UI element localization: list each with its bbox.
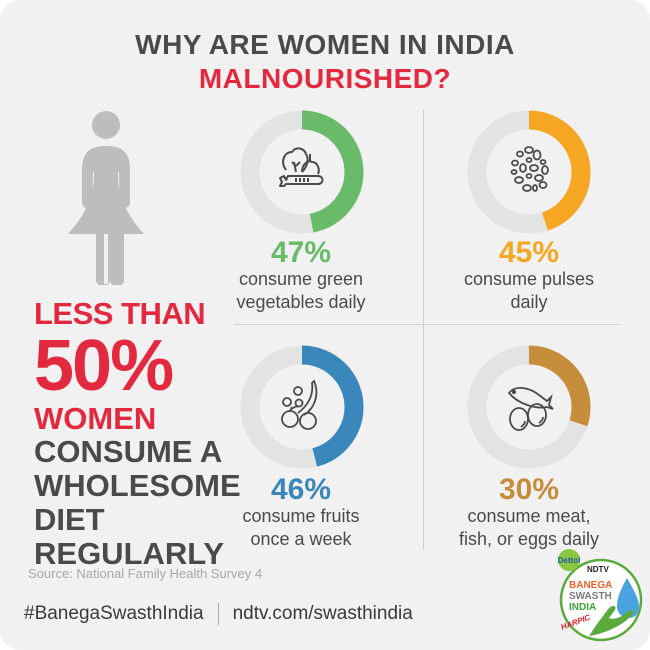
- lead-line-6: DIET: [34, 502, 105, 537]
- woman-figure-icon: [68, 111, 144, 285]
- website-link[interactable]: ndtv.com/swasthindia: [232, 603, 413, 625]
- donut-ring-pulses: [467, 110, 591, 234]
- stat-desc-line-2: fish, or eggs daily: [458, 529, 600, 549]
- source-note: Source: National Family Health Survey 4: [28, 566, 263, 581]
- stat-desc-line-1: consume green: [238, 269, 364, 289]
- lead-line-3: WOMEN: [34, 401, 157, 436]
- stat-value: 47%: [270, 236, 332, 269]
- stat-value: 46%: [270, 473, 332, 506]
- footer-separator: [217, 603, 219, 625]
- stat-value: 45%: [498, 236, 560, 269]
- lead-line-5: WHOLESOME: [34, 468, 241, 503]
- donut-ring-vegetables: [240, 110, 364, 234]
- fruits-icon: [281, 379, 318, 430]
- grid-divider-horizontal: [234, 324, 620, 325]
- title-line-2: MALNOURISHED?: [198, 63, 452, 94]
- lead-statement: LESS THAN 50% WOMEN CONSUME A WHOLESOME …: [34, 298, 241, 570]
- fish-eggs-icon: [507, 387, 554, 431]
- lead-line-7: REGULARLY: [34, 536, 225, 571]
- lead-line-1: LESS THAN: [34, 296, 206, 331]
- banega-swasth-india-logo: Dettol NDTV BANEGA SWASTH INDIA HARPIC: [558, 549, 643, 642]
- stat-desc-line-2: daily: [510, 292, 548, 312]
- stat-desc-line-1: consume fruits: [242, 506, 360, 526]
- ndtv-label: NDTV: [587, 565, 609, 574]
- stat-desc-line-1: consume meat,: [467, 506, 591, 526]
- logo-line-3: INDIA: [569, 602, 596, 613]
- donut-ring-fruits: [240, 345, 364, 469]
- stat-desc-line-2: vegetables daily: [236, 292, 366, 312]
- stat-desc-line-2: once a week: [250, 529, 352, 549]
- hashtag-link[interactable]: #BanegaSwasthIndia: [24, 603, 204, 625]
- lead-line-4: CONSUME A: [34, 434, 223, 469]
- vegetables-icon: [279, 147, 324, 187]
- stat-desc-line-1: consume pulses: [463, 269, 595, 289]
- pulses-icon: [510, 146, 549, 192]
- footer: #BanegaSwasthIndia ndtv.com/swasthindia: [24, 603, 413, 625]
- logo-line-2: SWASTH: [569, 591, 612, 602]
- dettol-label: Dettol: [558, 556, 581, 565]
- stat-value: 30%: [498, 473, 560, 506]
- logo-line-1: BANEGA: [569, 580, 612, 591]
- lead-big-number: 50%: [34, 326, 174, 406]
- title-line-1: WHY ARE WOMEN IN INDIA: [135, 29, 515, 60]
- donut-ring-meat-fish-eggs: [467, 345, 591, 469]
- grid-divider-vertical: [423, 110, 424, 550]
